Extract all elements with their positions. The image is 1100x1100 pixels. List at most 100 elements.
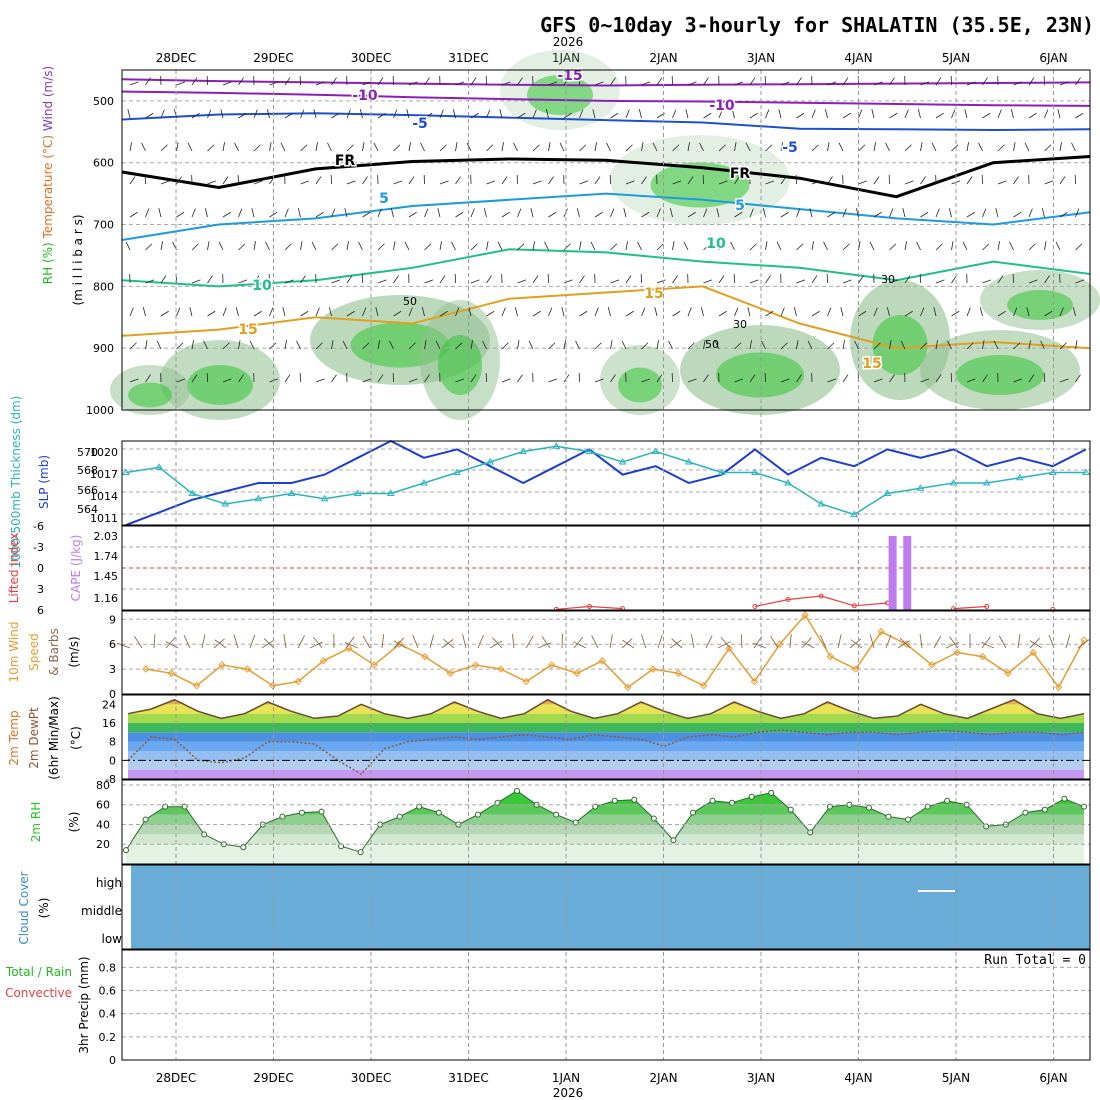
- wind-barb: [451, 241, 456, 251]
- wind-barb: [532, 241, 535, 251]
- wind-barb: [408, 81, 418, 86]
- wind-barb: [885, 142, 890, 152]
- wind-barb: [176, 378, 186, 383]
- thickness-marker: [982, 479, 991, 486]
- wind-speed-marker: [978, 652, 987, 661]
- wind-barb: [1059, 81, 1069, 86]
- isotherm-line: [121, 248, 1091, 288]
- wind-barb: [1041, 208, 1045, 218]
- wind-barb: [191, 243, 199, 251]
- wind-barb: [548, 378, 558, 383]
- wind-barb: [1044, 144, 1052, 152]
- wind-barb: [559, 142, 565, 152]
- wind-barb: [734, 81, 744, 86]
- wind-barb: [935, 77, 942, 86]
- wind-barb: [792, 142, 797, 152]
- wind-barb: [158, 208, 162, 218]
- rh-marker: [826, 803, 833, 810]
- lifted-tick-label: 3: [37, 583, 44, 596]
- wind-barb: [1075, 340, 1078, 350]
- wind-barb: [687, 81, 697, 86]
- wind-barb: [470, 279, 480, 284]
- cape-ylabel: CAPE (J/kg): [69, 535, 83, 602]
- top-date-label: 1JAN: [552, 51, 580, 65]
- wind-barb: [284, 243, 292, 251]
- wind-barb: [486, 144, 494, 152]
- cloud-cover-panel: high middle low Cloud Cover (%): [17, 865, 1090, 949]
- wind-barb: [284, 340, 287, 350]
- wind-barb: [776, 241, 782, 251]
- wind-barb: [889, 77, 895, 86]
- lifted-index-cape-panel: -6 -3 0 3 6 2.03 1.74 1.45 1.16 Lifted Index CAPE …: [7, 520, 1090, 617]
- wind-barb: [873, 81, 883, 86]
- wind-barb: [897, 640, 911, 649]
- wind-barb: [749, 243, 757, 251]
- wind-barb: [594, 307, 599, 317]
- thickness-marker: [287, 489, 296, 496]
- isotherm-line: [121, 192, 1091, 241]
- wind-barb: [573, 641, 587, 649]
- wind-barb: [899, 637, 911, 649]
- wind-barb: [315, 81, 325, 86]
- wind-barb: [441, 639, 454, 649]
- wind-barb: [1071, 142, 1076, 152]
- temp-tick-label: 16: [102, 717, 116, 730]
- wind-barb: [854, 340, 859, 350]
- wind-barb: [201, 634, 206, 649]
- wind-barb: [885, 634, 892, 649]
- wind-barb: [238, 77, 244, 86]
- wind-barb: [517, 340, 520, 350]
- wind-barb: [982, 374, 988, 383]
- wind-barb: [532, 275, 539, 284]
- wind-barb: [964, 109, 968, 119]
- wind-barb: [408, 142, 411, 152]
- wind-barb: [420, 142, 425, 152]
- wind-barb: [129, 211, 138, 218]
- wind-barb: [1075, 208, 1080, 218]
- wind-barb: [1013, 142, 1016, 152]
- wind-speed-marker: [852, 665, 860, 673]
- wind-barb: [749, 279, 759, 284]
- lifted-tick-label: -6: [33, 520, 44, 533]
- precip-tick-label: 0: [109, 1054, 116, 1067]
- thickness-marker: [122, 468, 130, 475]
- wind-barb: [489, 640, 503, 649]
- wind-barb: [842, 208, 847, 218]
- wind-barb: [765, 180, 775, 185]
- wind-barb: [780, 307, 785, 317]
- wind-barb: [917, 109, 921, 119]
- wind-speed-marker: [902, 640, 911, 648]
- wind-barb: [1057, 109, 1061, 119]
- rh-marker: [865, 804, 872, 811]
- wind-barb: [1013, 176, 1019, 185]
- wind-barb: [297, 635, 305, 649]
- wind-barb: [191, 340, 194, 350]
- rh-band: [126, 824, 1084, 835]
- temp-dewpoint-panel: 24 16 8 0 -8 2m Temp 2m DewPt (6hr Min/Max) (°C): [7, 695, 1090, 786]
- wind-barb: [362, 211, 371, 218]
- wind-barb: [717, 641, 731, 649]
- wind-barb: [780, 176, 787, 185]
- wind-barb: [548, 342, 556, 350]
- wind-barb: [280, 142, 286, 152]
- wind-barb: [579, 241, 582, 251]
- wind-barb: [904, 241, 907, 251]
- chart-title: GFS 0~10day 3-hourly for SHALATIN (35.5E…: [540, 13, 1094, 37]
- wind-barb: [486, 275, 492, 284]
- wind-barb: [517, 112, 526, 119]
- wind-barb: [222, 211, 231, 218]
- wind-barb: [191, 279, 201, 284]
- rh-contour-label: 30: [733, 318, 747, 331]
- thickness-marker: [784, 479, 792, 486]
- wind-barb: [610, 208, 615, 218]
- wind-barb: [537, 642, 552, 649]
- wind-barb: [513, 142, 518, 152]
- wind-barb: [145, 77, 151, 86]
- wind-barb: [966, 211, 975, 218]
- thickness-marker: [618, 458, 627, 465]
- temp-tick-label: -8: [105, 773, 116, 786]
- cape-tick-label: 1.45: [94, 570, 119, 583]
- wind-barb: [344, 642, 359, 649]
- rh-marker: [650, 815, 657, 822]
- thickness-marker: [651, 447, 660, 454]
